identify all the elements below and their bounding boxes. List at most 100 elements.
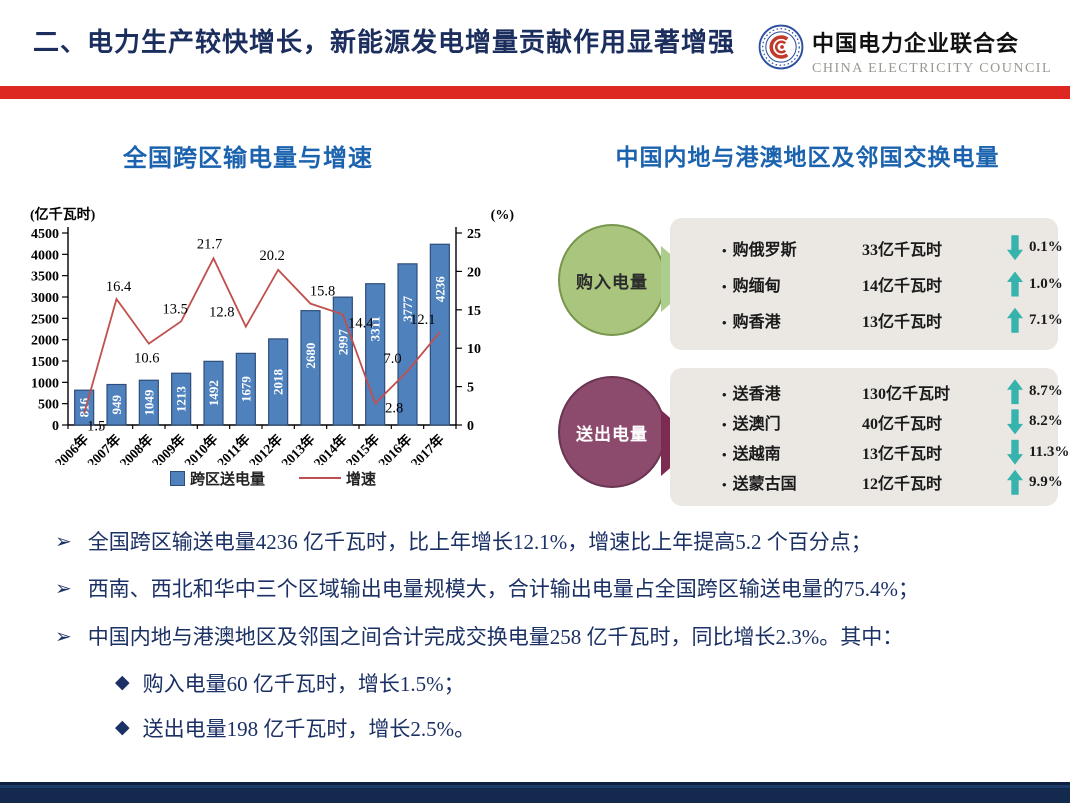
svg-text:10: 10 bbox=[467, 342, 481, 357]
trend-down-icon bbox=[1007, 409, 1023, 435]
svg-text:2500: 2500 bbox=[31, 312, 59, 327]
org-name-cn: 中国电力企业联合会 bbox=[812, 31, 1020, 56]
group-circle: 购入电量 bbox=[558, 224, 666, 336]
legend-item: 增速 bbox=[299, 468, 376, 489]
exchange-row: • 购香港 13亿千瓦时 7.1% bbox=[722, 307, 1063, 333]
row-label: 购俄罗斯 bbox=[732, 241, 797, 259]
diamond-bullet-icon: ◆ bbox=[115, 717, 130, 739]
svg-text:12.1: 12.1 bbox=[410, 312, 435, 328]
row-percent: 11.3% bbox=[1029, 443, 1070, 460]
red-divider bbox=[0, 86, 1070, 99]
svg-text:2.8: 2.8 bbox=[385, 400, 403, 416]
trend-up-icon bbox=[1007, 271, 1023, 297]
svg-text:3777: 3777 bbox=[400, 295, 415, 322]
group-circle: 送出电量 bbox=[558, 376, 666, 488]
diamond-bullet-icon: ◆ bbox=[115, 672, 130, 694]
bullet-dot-icon: • bbox=[722, 315, 727, 331]
svg-text:5: 5 bbox=[467, 381, 474, 396]
svg-text:21.7: 21.7 bbox=[197, 236, 222, 252]
row-value: 14亿千瓦时 bbox=[862, 278, 943, 295]
bullet-text: 中国内地与港澳地区及邻国之间合计完成交换电量258 亿千瓦时，同比增长2.3%。… bbox=[87, 624, 904, 649]
row-value: 13亿千瓦时 bbox=[862, 314, 943, 332]
trend-down-icon bbox=[1007, 439, 1023, 465]
legend-label: 跨区送电量 bbox=[189, 471, 265, 488]
svg-text:816: 816 bbox=[77, 397, 92, 417]
row-value: 40亿千瓦时 bbox=[862, 415, 943, 433]
svg-text:1.5: 1.5 bbox=[87, 418, 105, 434]
row-value: 130亿千瓦时 bbox=[862, 385, 951, 403]
sub-bullet-item: ◆ 购入电量60 亿千瓦时，增长1.5%； bbox=[115, 670, 1050, 698]
trend-up-icon bbox=[1007, 379, 1023, 405]
svg-text:25: 25 bbox=[467, 227, 481, 242]
org-logo: 中国电力企业联合会 CHINA ELECTRICITY COUNCIL bbox=[758, 16, 1052, 77]
svg-text:0: 0 bbox=[52, 419, 59, 434]
svg-text:2997: 2997 bbox=[335, 329, 350, 356]
row-value: 12亿千瓦时 bbox=[862, 476, 943, 494]
legend-bar-swatch-icon bbox=[169, 470, 185, 486]
bullet-item: ➢ 中国内地与港澳地区及邻国之间合计完成交换电量258 亿千瓦时，同比增长2.3%… bbox=[55, 623, 1050, 651]
row-label: 送澳门 bbox=[732, 415, 781, 433]
bar-line-chart: 0 500 1000 1500 2000 2500 3000 3500 4000 4500 0 5 10… bbox=[28, 205, 518, 465]
arrow-bullet-icon: ➢ bbox=[55, 531, 72, 553]
exchange-group: 购入电量 • 购俄罗斯 33亿千瓦时 0.1% • 购缅甸 14亿千瓦时 1.0% • 购香港 13亿… bbox=[548, 218, 1063, 360]
row-percent: 8.2% bbox=[1029, 413, 1063, 430]
svg-text:500: 500 bbox=[38, 398, 59, 413]
exchange-row: • 购俄罗斯 33亿千瓦时 0.1% bbox=[722, 235, 1063, 261]
svg-text:(亿千瓦时): (亿千瓦时) bbox=[30, 206, 96, 223]
row-label: 购缅甸 bbox=[732, 278, 781, 295]
svg-text:14.4: 14.4 bbox=[348, 315, 374, 331]
sub-bullet-text: 购入电量60 亿千瓦时，增长1.5%； bbox=[142, 672, 465, 697]
svg-text:949: 949 bbox=[109, 395, 124, 415]
svg-text:2018: 2018 bbox=[271, 368, 286, 395]
row-value: 13亿千瓦时 bbox=[862, 446, 943, 464]
svg-text:0: 0 bbox=[467, 419, 474, 434]
svg-text:16.4: 16.4 bbox=[106, 279, 132, 295]
exchange-row: • 送澳门 40亿千瓦时 8.2% bbox=[722, 409, 1063, 435]
bullet-dot-icon: • bbox=[722, 386, 727, 402]
row-percent: 0.1% bbox=[1029, 239, 1063, 256]
bullet-list: ➢ 全国跨区输送电量4236 亿千瓦时，比上年增长12.1%，增速比上年提高5.2… bbox=[55, 528, 1050, 761]
exchange-row: • 送越南 13亿千瓦时 11.3% bbox=[722, 439, 1069, 465]
svg-text:1492: 1492 bbox=[206, 380, 221, 406]
row-percent: 9.9% bbox=[1029, 473, 1063, 490]
exchange-row: • 购缅甸 14亿千瓦时 1.0% bbox=[722, 271, 1063, 297]
svg-text:1679: 1679 bbox=[238, 376, 253, 403]
svg-text:10.6: 10.6 bbox=[134, 351, 159, 367]
legend-line-swatch-icon bbox=[299, 477, 341, 479]
exchange-row: • 送香港 130亿千瓦时 8.7% bbox=[722, 379, 1063, 405]
svg-text:4236: 4236 bbox=[432, 276, 447, 303]
footer-bar bbox=[0, 782, 1070, 803]
svg-text:15: 15 bbox=[467, 304, 481, 319]
row-percent: 7.1% bbox=[1029, 311, 1063, 328]
bullet-dot-icon: • bbox=[722, 416, 727, 432]
svg-text:2000: 2000 bbox=[31, 334, 59, 349]
bullet-dot-icon: • bbox=[722, 279, 727, 294]
legend-label: 增速 bbox=[346, 471, 377, 488]
trend-up-icon bbox=[1007, 307, 1023, 333]
svg-text:13.5: 13.5 bbox=[162, 301, 187, 317]
svg-text:7.0: 7.0 bbox=[383, 351, 401, 367]
page-title: 二、电力生产较快增长，新能源发电增量贡献作用显著增强 bbox=[33, 27, 736, 57]
svg-text:1213: 1213 bbox=[174, 386, 189, 413]
group-panel: • 购俄罗斯 33亿千瓦时 0.1% • 购缅甸 14亿千瓦时 1.0% • 购香港 13亿千瓦时 7… bbox=[670, 218, 1063, 350]
row-percent: 1.0% bbox=[1029, 275, 1063, 292]
row-label: 送香港 bbox=[732, 385, 781, 403]
row-label: 购香港 bbox=[732, 314, 781, 332]
bullet-text: 西南、西北和华中三个区域输出电量规模大，合计输出电量占全国跨区输送电量的75.4… bbox=[87, 577, 920, 602]
exchange-group: 送出电量 • 送香港 130亿千瓦时 8.7% • 送澳门 40亿千瓦时 8.2% • 送越南 13亿… bbox=[548, 368, 1069, 516]
svg-text:3000: 3000 bbox=[31, 291, 59, 306]
svg-text:1000: 1000 bbox=[31, 376, 59, 391]
sub-bullet-item: ◆ 送出电量198 亿千瓦时，增长2.5%。 bbox=[115, 715, 1050, 743]
svg-text:4000: 4000 bbox=[31, 248, 59, 263]
bullet-item: ➢ 西南、西北和华中三个区域输出电量规模大，合计输出电量占全国跨区输送电量的75.… bbox=[55, 575, 1050, 603]
legend-item: 跨区送电量 bbox=[169, 468, 265, 489]
row-label: 送越南 bbox=[732, 446, 781, 464]
bullet-dot-icon: • bbox=[722, 447, 727, 463]
chart-legend: 跨区送电量 增速 bbox=[28, 466, 518, 490]
svg-text:20: 20 bbox=[467, 265, 481, 280]
svg-text:15.8: 15.8 bbox=[310, 284, 335, 300]
bullet-dot-icon: • bbox=[722, 242, 727, 258]
arrow-bullet-icon: ➢ bbox=[55, 578, 72, 601]
svg-text:2680: 2680 bbox=[303, 343, 318, 369]
